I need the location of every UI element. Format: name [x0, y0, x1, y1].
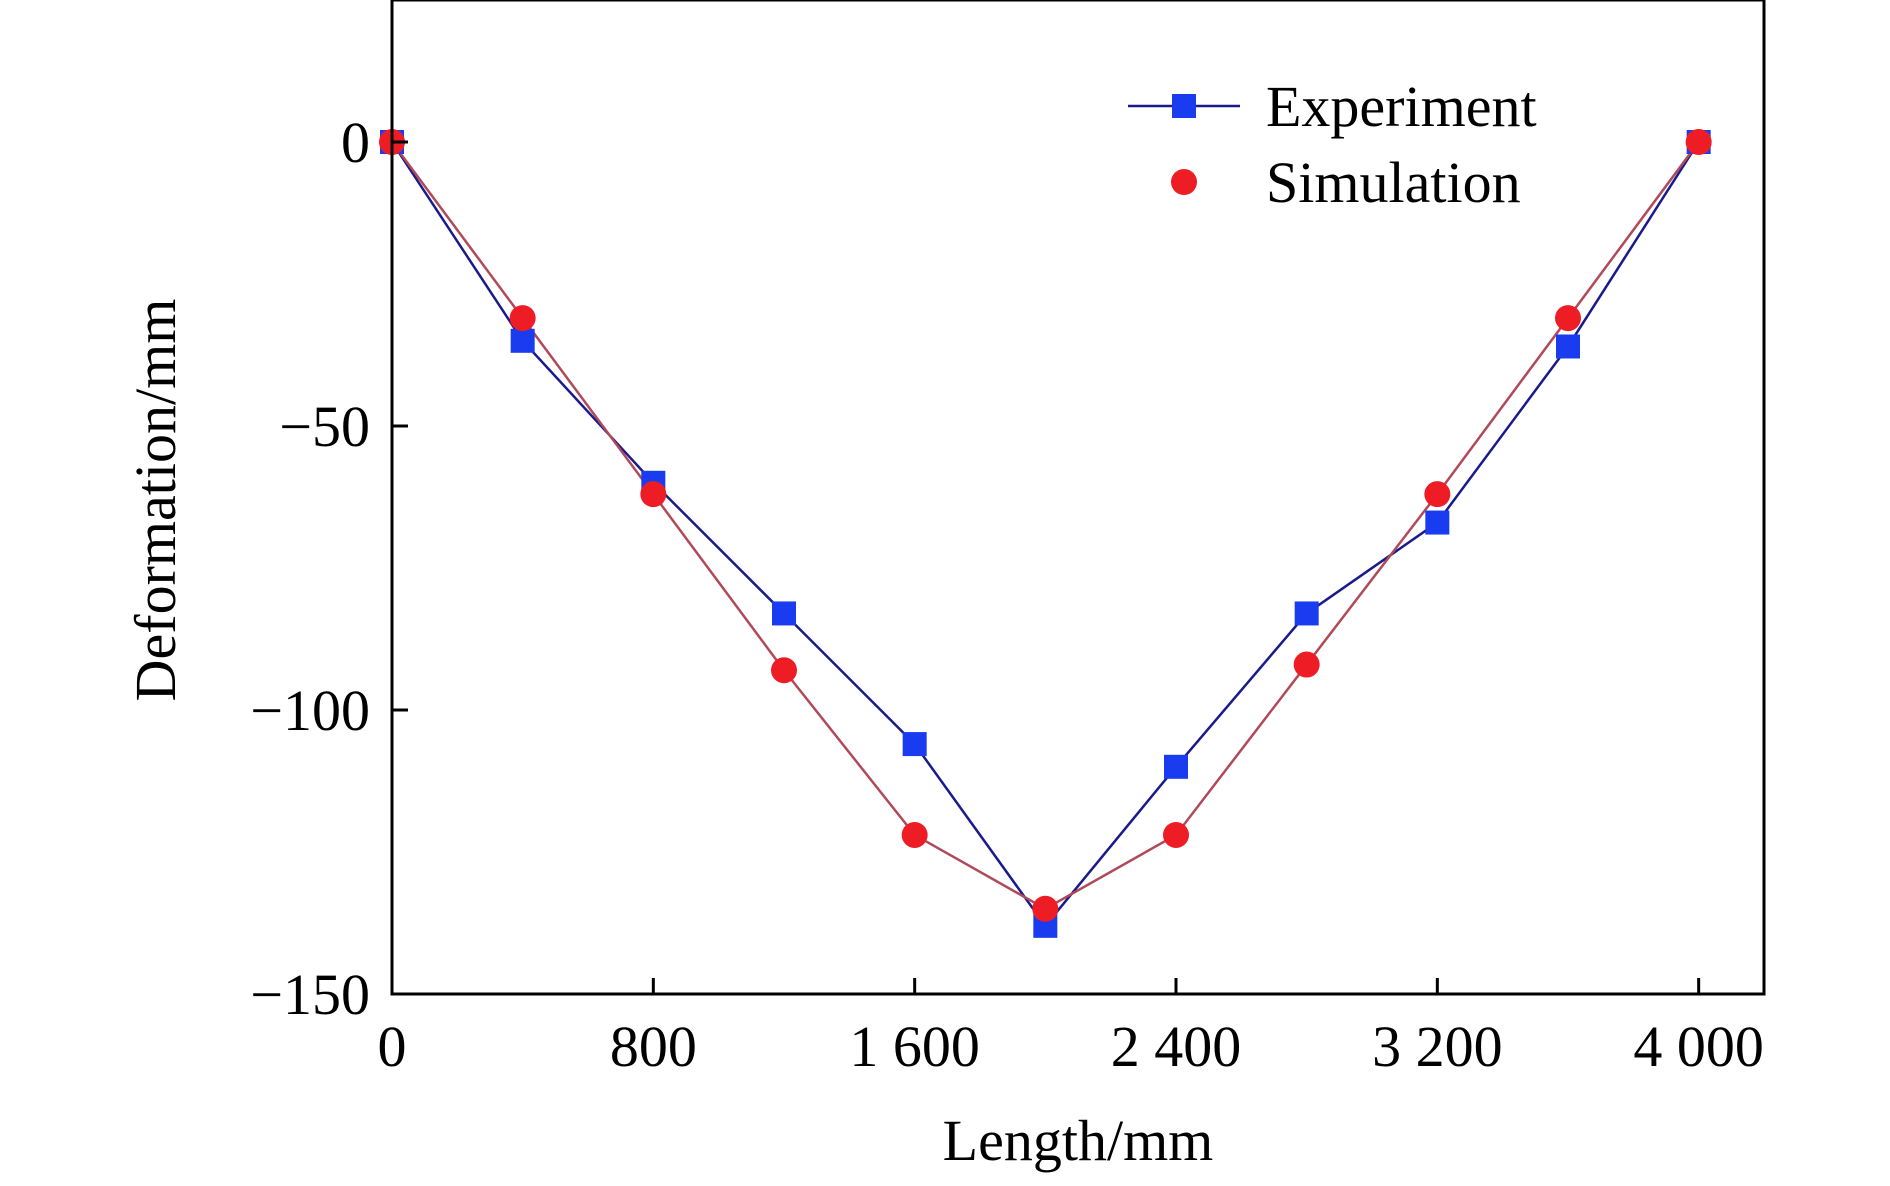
x-tick-label: 3 200 [1372, 1014, 1503, 1079]
legend-marker-experiment [1172, 94, 1196, 118]
y-tick-label: 0 [341, 110, 370, 175]
data-point-experiment [1556, 334, 1580, 359]
x-tick-label: 0 [378, 1014, 407, 1079]
ticks-layer: 0 800 1 600 2 400 3 200 4 000 0 −50 −100 −150 [250, 110, 1764, 1079]
y-tick-label: −150 [250, 962, 370, 1027]
data-point-experiment [510, 328, 535, 353]
y-axis-label: Deformation/mm [123, 299, 188, 702]
x-tick-label: 2 400 [1111, 1014, 1242, 1079]
data-point-experiment [1164, 754, 1188, 779]
data-point-simulation [640, 481, 667, 508]
x-axis-label: Length/mm [943, 1108, 1214, 1173]
data-point-simulation [1685, 129, 1712, 155]
x-tick-label: 800 [610, 1014, 697, 1079]
series-layer [379, 129, 1712, 938]
data-point-simulation [771, 657, 797, 684]
legend-label-experiment: Experiment [1266, 74, 1537, 139]
series-line-simulation [390, 141, 1700, 911]
y-tick-label: −100 [250, 678, 370, 743]
y-tick-label: −50 [279, 394, 370, 459]
data-point-simulation [1555, 305, 1581, 332]
data-point-simulation [1163, 821, 1189, 848]
data-point-experiment [772, 601, 796, 626]
data-point-simulation [901, 821, 928, 848]
legend-marker-simulation [1171, 169, 1197, 195]
data-point-experiment [902, 732, 927, 757]
legend: Experiment Simulation [1128, 74, 1537, 215]
data-point-simulation [1293, 651, 1320, 678]
x-tick-label: 1 600 [849, 1014, 980, 1079]
data-point-experiment [1294, 601, 1319, 626]
data-point-experiment [1425, 510, 1450, 535]
data-point-simulation [1032, 895, 1059, 922]
data-point-simulation [1424, 481, 1451, 508]
series-line-experiment [390, 141, 1700, 928]
data-point-simulation [509, 305, 536, 332]
x-tick-label: 4 000 [1633, 1014, 1764, 1079]
plot-frame [390, 0, 1766, 996]
legend-label-simulation: Simulation [1266, 150, 1521, 215]
